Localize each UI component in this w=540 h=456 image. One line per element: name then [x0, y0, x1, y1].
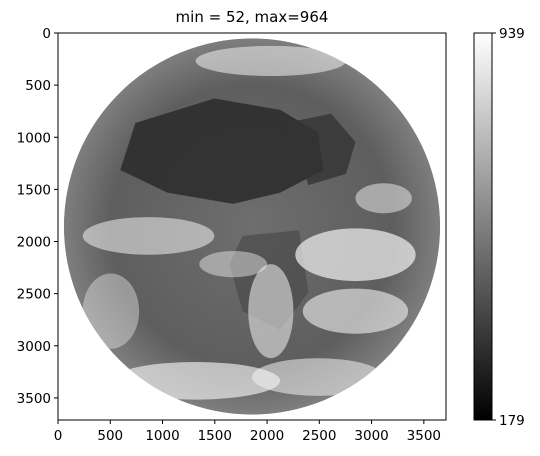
dark-land-region — [285, 113, 356, 186]
dark-land-region — [120, 98, 324, 204]
colorbar-label-min: 179 — [499, 413, 525, 429]
colorbar-gradient — [473, 32, 493, 421]
cloud-band — [195, 45, 347, 76]
y-tick-label: 500 — [25, 78, 51, 94]
x-axis: 0 500 1000 1500 2000 2500 3000 3500 — [54, 420, 441, 444]
y-axis: 0 500 1000 1500 2000 2500 3000 3500 — [17, 26, 58, 407]
cloud-band — [82, 217, 215, 255]
chart-title: min = 52, max=964 — [176, 8, 329, 26]
x-tick-label: 2000 — [250, 428, 284, 444]
plot-axes: 0 500 1000 1500 2000 2500 3000 3500 0 500 1000 150… — [17, 26, 447, 444]
cloud-band — [355, 183, 412, 214]
y-tick-label: 2500 — [17, 287, 51, 303]
y-tick-label: 0 — [42, 26, 51, 42]
y-tick-label: 1500 — [17, 182, 51, 198]
x-tick-label: 3000 — [354, 428, 388, 444]
cloud-band — [252, 358, 384, 396]
satellite-image — [63, 38, 441, 415]
cloud-band — [248, 264, 294, 359]
colorbar-label-max: 939 — [499, 26, 525, 42]
y-tick-label: 3000 — [17, 339, 51, 355]
x-tick-label: 1000 — [145, 428, 179, 444]
cloud-band — [199, 250, 268, 278]
x-tick-label: 1500 — [198, 428, 232, 444]
x-tick-label: 500 — [97, 428, 123, 444]
x-tick-label: 3500 — [407, 428, 441, 444]
x-tick-label: 2500 — [302, 428, 336, 444]
plot-frame — [57, 32, 447, 421]
x-tick-label: 0 — [54, 428, 63, 444]
colorbar: 939 179 — [473, 26, 525, 429]
cloud-band — [302, 288, 409, 334]
y-tick-label: 1000 — [17, 130, 51, 146]
y-tick-label: 2000 — [17, 235, 51, 251]
cloud-band — [295, 228, 416, 282]
y-tick-label: 3500 — [17, 391, 51, 407]
cloud-band — [82, 273, 140, 349]
